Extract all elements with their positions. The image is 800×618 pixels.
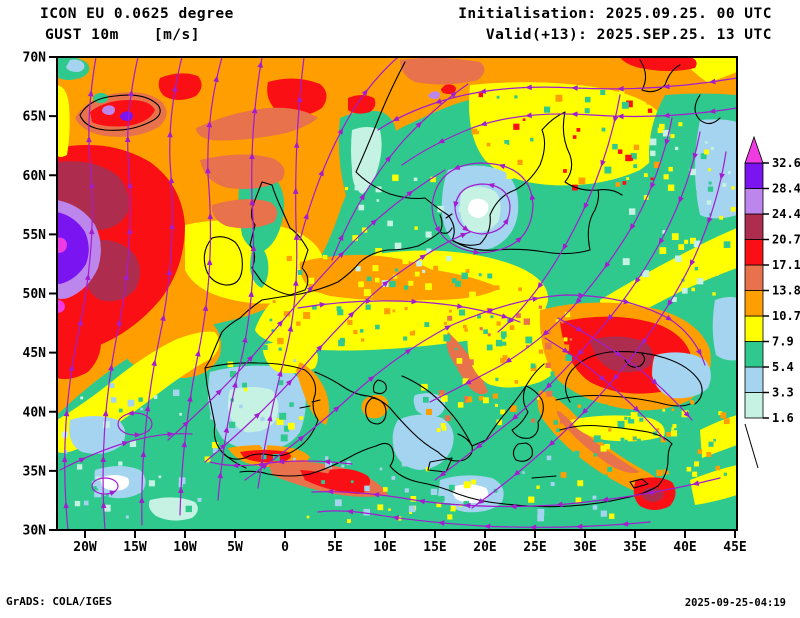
lat-tick-label: 30N — [23, 524, 47, 539]
lon-tick-label: 15E — [423, 540, 446, 555]
legend-tick-label: 17.1 — [772, 258, 800, 272]
gust-fill-field — [57, 57, 737, 530]
legend-tick-label: 28.4 — [772, 182, 800, 196]
legend-segment — [744, 162, 764, 189]
lon-tick-label: 20E — [473, 540, 496, 555]
streamline-arrowheads — [61, 60, 725, 530]
lon-tick-label: 0 — [281, 540, 289, 555]
legend-tick-label: 24.4 — [772, 207, 800, 221]
legend-tick-label: 1.6 — [772, 411, 794, 425]
legend-segment — [744, 213, 764, 240]
legend-over-arrow — [744, 135, 764, 164]
lon-tick-label: 15W — [123, 540, 147, 555]
legend-tick-label: 13.8 — [772, 284, 800, 298]
lon-tick-label: 10W — [173, 540, 197, 555]
lon-tick-label: 45E — [723, 540, 746, 555]
legend-tick-label: 20.7 — [772, 233, 800, 247]
lon-tick-label: 5W — [227, 540, 243, 555]
coastlines — [79, 59, 721, 508]
lon-tick-label: 5E — [327, 540, 343, 555]
model-title: ICON EU 0.0625 degree — [40, 6, 234, 22]
legend-segment — [744, 188, 764, 215]
axis-ticks-and-labels: 70N 65N 60N 55N 50N 45N 40N 35N 30N 20W 15W 10W 5W 0 5… — [23, 51, 747, 556]
lat-tick-label: 60N — [23, 169, 47, 184]
legend-tick-label: 3.3 — [772, 386, 794, 400]
field-name: GUST 10m — [45, 27, 119, 43]
grads-credit: GrADS: COLA/IGES — [6, 595, 112, 608]
lat-tick-label: 40N — [23, 405, 47, 420]
field-units: [m/s] — [153, 27, 200, 43]
lat-tick-label: 70N — [23, 51, 47, 66]
legend-segment — [744, 264, 764, 291]
legend-segment — [744, 315, 764, 342]
lat-tick-label: 65N — [23, 110, 47, 125]
lon-tick-label: 25E — [523, 540, 546, 555]
legend-segment — [744, 366, 764, 393]
lon-tick-label: 30E — [573, 540, 596, 555]
generation-timestamp: 2025-09-25-04:19 — [684, 597, 786, 609]
legend-segment — [744, 290, 764, 317]
lat-tick-label: 55N — [23, 228, 47, 243]
lat-tick-label: 35N — [23, 464, 47, 479]
valid-time-label: Valid(+13): 2025.SEP.25. 13 UTC — [485, 27, 772, 43]
legend-segment — [744, 392, 764, 419]
lon-tick-label: 40E — [673, 540, 696, 555]
lat-tick-label: 45N — [23, 346, 47, 361]
lon-tick-label: 20W — [73, 540, 97, 555]
lon-tick-label: 10E — [373, 540, 396, 555]
field-title: GUST 10m [m/s] — [45, 27, 200, 43]
lat-tick-label: 50N — [23, 287, 47, 302]
legend-tick-label: 7.9 — [772, 335, 794, 349]
color-legend: 32.6 28.4 24.4 20.7 17.1 13.8 10.7 7.9 5.4 3.3 1.6 — [744, 135, 800, 425]
legend-segment — [744, 341, 764, 368]
init-time-label: Initialisation: 2025.09.25. 00 UTC — [458, 6, 772, 22]
legend-tick-label: 32.6 — [772, 156, 800, 170]
legend-tick-label: 5.4 — [772, 360, 794, 374]
legend-pointer-line — [744, 423, 759, 469]
lon-tick-label: 35E — [623, 540, 646, 555]
legend-segment — [744, 239, 764, 266]
legend-tick-label: 10.7 — [772, 309, 800, 323]
